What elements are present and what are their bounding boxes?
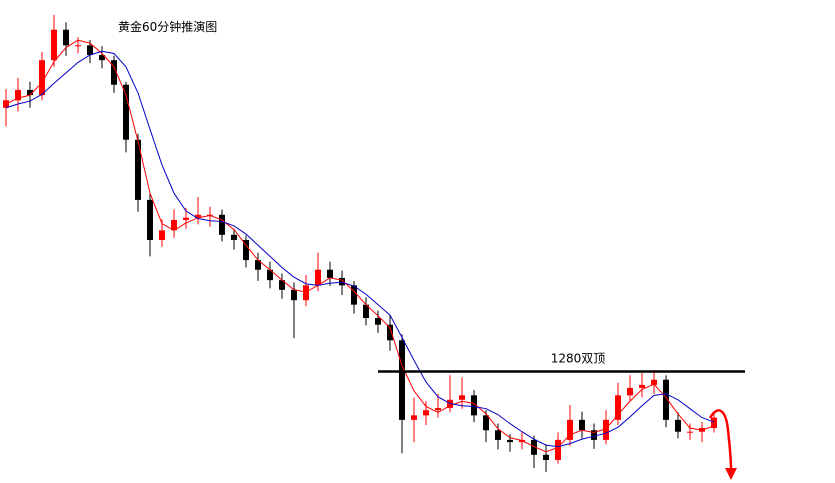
candle-body [303, 285, 309, 301]
candle-body [279, 280, 285, 290]
candle-body [663, 379, 669, 420]
forecast-arrow-head [725, 468, 737, 480]
candle-body [639, 384, 645, 388]
candle-body [195, 214, 201, 218]
candle-body [315, 269, 321, 286]
candle-body [711, 417, 717, 429]
candle-body [495, 430, 501, 440]
candle-body [243, 240, 249, 261]
candle-body [651, 379, 657, 385]
candle-body [351, 285, 357, 305]
candle-body [375, 318, 381, 325]
candle-body [135, 139, 141, 200]
annotation-label: 1280双顶 [551, 352, 606, 366]
candle-body [615, 395, 621, 420]
candle-body [507, 439, 513, 443]
candle-body [123, 84, 129, 140]
chart-title: 黄金60分钟推演图 [118, 19, 217, 34]
candle-body [27, 89, 33, 96]
candle-body [291, 289, 297, 301]
candle-body [567, 419, 573, 440]
candle-body [687, 431, 693, 433]
candle-body [231, 234, 237, 241]
candle-body [591, 430, 597, 440]
candle-body [543, 454, 549, 460]
candle-body [183, 217, 189, 220]
candle-body [471, 395, 477, 416]
candle-body [423, 410, 429, 416]
candle-body [483, 415, 489, 431]
candle-body [147, 199, 153, 241]
candle-body [555, 439, 561, 460]
candle-body [111, 60, 117, 85]
candle-body [675, 419, 681, 432]
candle-body [255, 260, 261, 270]
candle-body [387, 324, 393, 341]
candle-body [51, 29, 57, 61]
candle-body [75, 45, 81, 47]
candle-body [267, 269, 273, 281]
moving-average [5, 50, 715, 448]
candle-body [411, 415, 417, 420]
candle-body [159, 230, 165, 241]
candle-body [219, 214, 225, 235]
candle-body [435, 407, 441, 411]
candle-body [579, 419, 585, 431]
candle-body [339, 277, 345, 286]
candle-body [327, 269, 333, 278]
candle-body [627, 387, 633, 396]
candle-body [63, 29, 69, 46]
candle-body [15, 89, 21, 101]
candle-body [99, 54, 105, 61]
candle-body [531, 439, 537, 455]
candle-body [87, 45, 93, 55]
candle-body [459, 395, 465, 400]
candle-body [603, 419, 609, 440]
candle-body [171, 219, 177, 231]
candle-body [363, 304, 369, 319]
forecast-arrow [708, 409, 733, 471]
candle-body [39, 60, 45, 96]
moving-average [5, 39, 715, 453]
candle-body [399, 340, 405, 420]
